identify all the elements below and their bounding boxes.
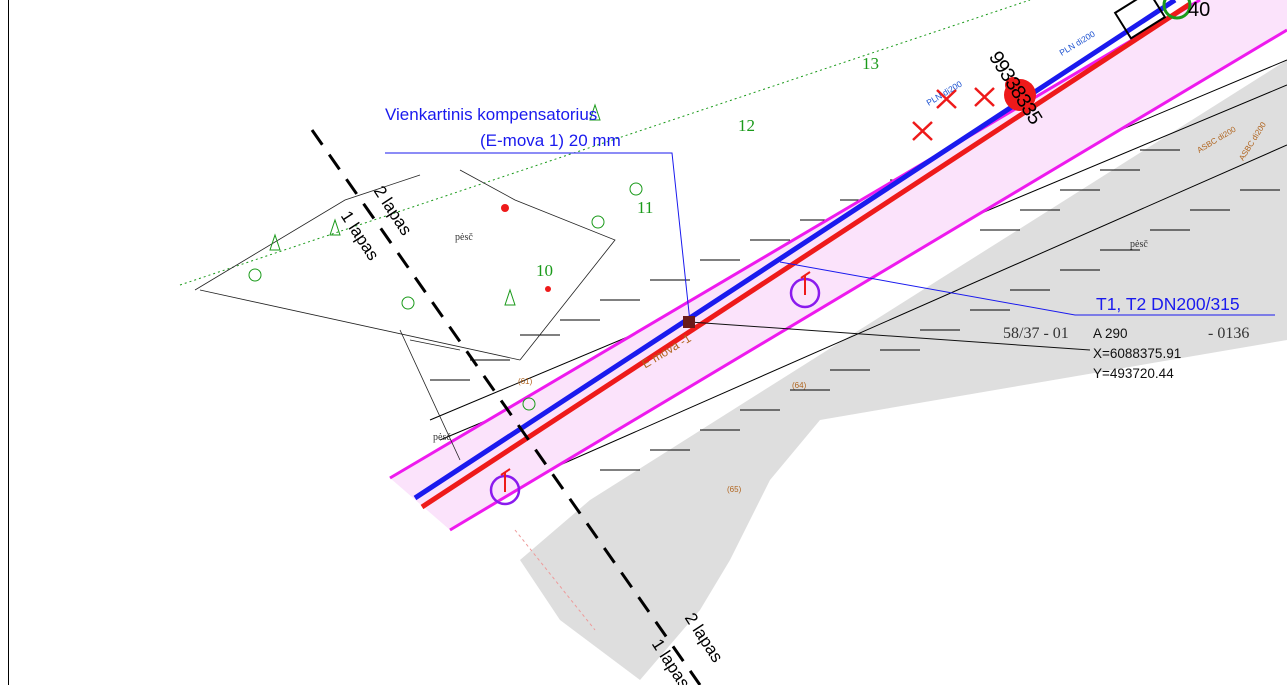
corridor-fill	[390, 0, 1287, 530]
green-node[interactable]	[1162, 0, 1192, 20]
pipe-label-leader	[779, 261, 1275, 316]
remove-marks	[912, 87, 995, 141]
brown-mark-64: (64)	[792, 381, 807, 390]
survey-number-12: 12	[738, 116, 755, 135]
surface-label-1: pėsč	[455, 232, 473, 243]
point-leader	[689, 321, 1091, 351]
parcel-left: 58/37 - 01	[1003, 325, 1069, 342]
point-id: A 290	[1093, 326, 1128, 341]
tree-symbols	[248, 103, 643, 411]
road-surface	[520, 60, 1287, 680]
compensator-leader	[385, 152, 691, 323]
brown-mark-65: (65)	[727, 485, 742, 494]
hydrant-2	[500, 468, 511, 492]
compensator-label-line2: (E-mova 1) 20 mm	[480, 131, 621, 150]
sheet-frame	[8, 0, 9, 685]
corridor-edge-upper	[389, 0, 1201, 480]
pipe-label: T1, T2 DN200/315	[1096, 294, 1240, 314]
survey-number-11: 11	[637, 198, 654, 217]
node-label: 40	[1188, 0, 1211, 21]
sheet-boundary	[310, 129, 702, 685]
surface-label-3: pėsč	[1130, 239, 1148, 250]
point-x: X=6088375.91	[1093, 346, 1182, 361]
plot-lines	[194, 169, 616, 461]
survey-number-13: 13	[862, 54, 879, 73]
surface-label-2: pėsč	[433, 432, 451, 443]
compensator-marker[interactable]	[683, 316, 695, 328]
parcel-right: - 0136	[1208, 325, 1250, 342]
corridor-edge-lower	[449, 28, 1287, 532]
pipe-supply	[413, 0, 1177, 501]
hydrant-1	[800, 271, 811, 295]
pipe-return	[420, 1, 1192, 510]
compensator-label-line1: Vienkartinis kompensatorius	[385, 105, 598, 124]
point-y: Y=493720.44	[1093, 366, 1174, 381]
survey-number-10: 10	[536, 261, 553, 280]
brown-mark-61: (61)	[518, 377, 533, 386]
chamber-box	[1113, 0, 1167, 40]
